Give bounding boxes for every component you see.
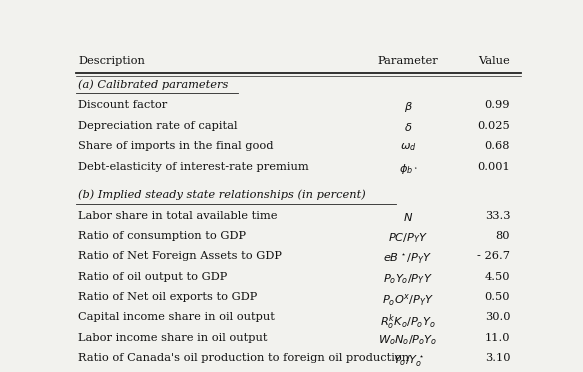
Text: - 26.7: - 26.7 [477,251,510,262]
Text: (a) Calibrated parameters: (a) Calibrated parameters [78,80,229,90]
Text: 30.0: 30.0 [484,312,510,323]
Text: $\phi_{b^\star}$: $\phi_{b^\star}$ [399,161,417,176]
Text: $N$: $N$ [403,211,413,223]
Text: Labor share in total available time: Labor share in total available time [78,211,278,221]
Text: Ratio of Net oil exports to GDP: Ratio of Net oil exports to GDP [78,292,258,302]
Text: Ratio of oil output to GDP: Ratio of oil output to GDP [78,272,227,282]
Text: $Y_o/Y_o^\star$: $Y_o/Y_o^\star$ [392,353,424,369]
Text: 3.10: 3.10 [484,353,510,363]
Text: 0.68: 0.68 [484,141,510,151]
Text: $W_o N_o/P_o Y_o$: $W_o N_o/P_o Y_o$ [378,333,438,347]
Text: $R_o^k K_o/P_o Y_o$: $R_o^k K_o/P_o Y_o$ [380,312,436,332]
Text: Parameter: Parameter [378,56,438,66]
Text: $\delta$: $\delta$ [404,121,412,133]
Text: Ratio of consumption to GDP: Ratio of consumption to GDP [78,231,246,241]
Text: 0.025: 0.025 [477,121,510,131]
Text: Value: Value [479,56,510,66]
Text: $eB^\star/P_Y Y$: $eB^\star/P_Y Y$ [384,251,433,266]
Text: Debt-elasticity of interest-rate premium: Debt-elasticity of interest-rate premium [78,161,309,171]
Text: 11.0: 11.0 [484,333,510,343]
Text: Ratio of Net Foreign Assets to GDP: Ratio of Net Foreign Assets to GDP [78,251,282,262]
Text: Ratio of Canada's oil production to foreign oil production: Ratio of Canada's oil production to fore… [78,353,409,363]
Text: 80: 80 [496,231,510,241]
Text: Description: Description [78,56,145,66]
Text: Share of imports in the final good: Share of imports in the final good [78,141,274,151]
Text: 4.50: 4.50 [484,272,510,282]
Text: $\omega_d$: $\omega_d$ [400,141,416,153]
Text: $\beta$: $\beta$ [403,100,413,115]
Text: 33.3: 33.3 [484,211,510,221]
Text: Labor income share in oil output: Labor income share in oil output [78,333,268,343]
Text: 0.99: 0.99 [484,100,510,110]
Text: $P_o O^x/P_Y Y$: $P_o O^x/P_Y Y$ [382,292,434,308]
Text: (b) Implied steady state relationships (in percent): (b) Implied steady state relationships (… [78,190,366,201]
Text: 0.50: 0.50 [484,292,510,302]
Text: Depreciation rate of capital: Depreciation rate of capital [78,121,238,131]
Text: Discount factor: Discount factor [78,100,167,110]
Text: $PC/P_Y Y$: $PC/P_Y Y$ [388,231,429,245]
Text: Capital income share in oil output: Capital income share in oil output [78,312,275,323]
Text: 0.001: 0.001 [477,161,510,171]
Text: $P_o Y_o/P_Y Y$: $P_o Y_o/P_Y Y$ [383,272,433,286]
